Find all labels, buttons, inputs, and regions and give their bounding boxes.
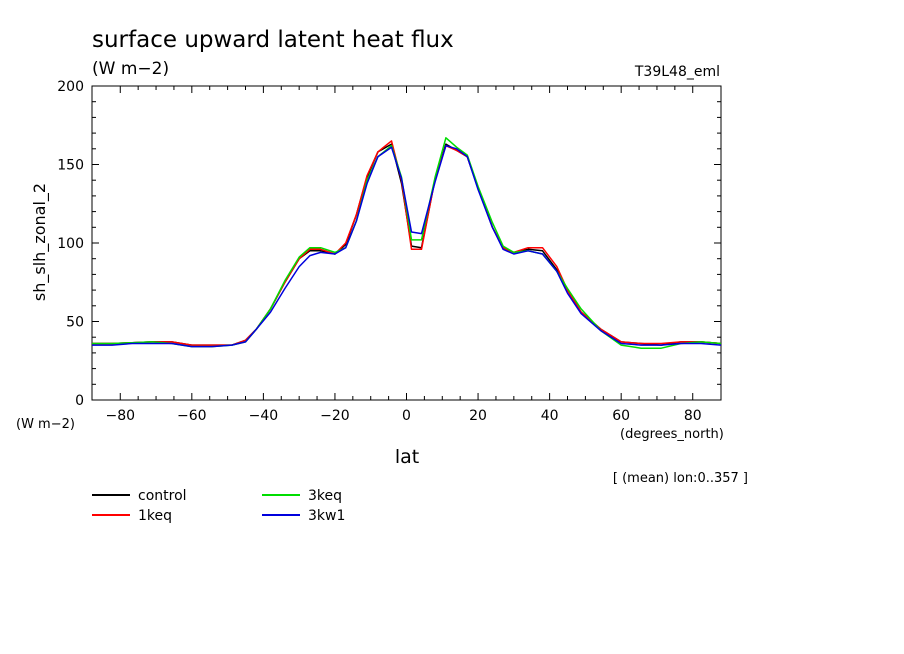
x-tick-label: 20 [469, 408, 487, 424]
legend-label-3kw1: 3kw1 [308, 508, 345, 524]
y-tick-label: 200 [57, 79, 84, 95]
x-tick-label: 60 [612, 408, 630, 424]
x-tick-label: 80 [684, 408, 702, 424]
x-tick-label: 40 [541, 408, 559, 424]
experiment-label: T39L48_eml [634, 64, 720, 80]
series-line-3keq [92, 137, 722, 349]
x-tick-label: −60 [177, 408, 207, 424]
legend-label-1keq: 1keq [138, 508, 172, 524]
y-tick-label: 100 [57, 236, 84, 252]
x-tick-label: 0 [402, 408, 411, 424]
legend: control 1keq 3keq 3kw1 [92, 488, 345, 524]
legend-label-control: control [138, 488, 187, 504]
y-tick-label: 50 [66, 315, 84, 331]
x-tick-label: −20 [320, 408, 350, 424]
x-axis-label: lat [395, 446, 419, 468]
legend-label-3keq: 3keq [308, 488, 342, 504]
series-line-1keq [92, 140, 722, 346]
series-line-3kw1 [92, 144, 722, 348]
averaging-note: [ (mean) lon:0..357 ] [613, 471, 748, 486]
y-tick-label: 150 [57, 158, 84, 174]
x-axis-units: (degrees_north) [620, 427, 724, 442]
chart-title: surface upward latent heat flux [92, 27, 454, 53]
x-tick-label: −40 [249, 408, 279, 424]
y-tick-label: 0 [75, 393, 84, 409]
title-units: (W m−2) [92, 59, 169, 79]
plot-frame [91, 85, 722, 401]
x-tick-label: −80 [105, 408, 135, 424]
plot-area: −80 −60 −40 −20 0 20 40 60 80 0 50 100 150 200 [57, 79, 722, 424]
y-axis-label: sh_slh_zonal_2 [30, 183, 50, 301]
series-line-control [92, 143, 722, 346]
y-axis-units: (W m−2) [16, 417, 75, 432]
